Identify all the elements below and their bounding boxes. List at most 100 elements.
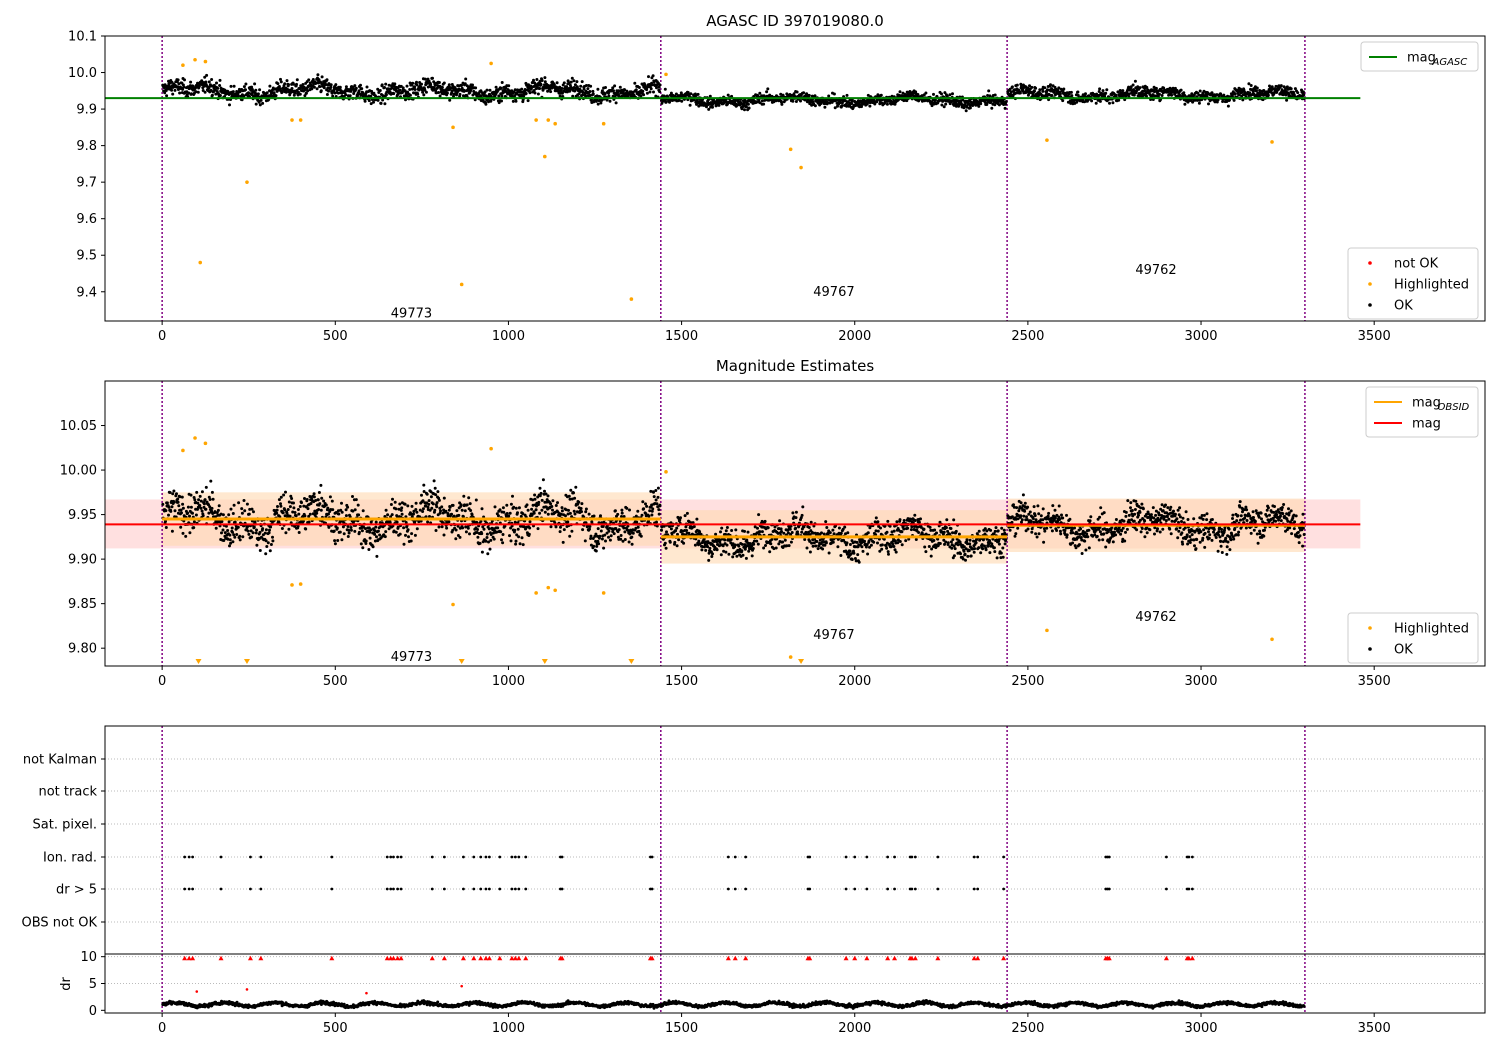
ok-point	[356, 503, 360, 507]
ok-point	[287, 527, 291, 531]
ok-point	[168, 491, 172, 494]
ok-point	[850, 102, 854, 105]
ok-point	[596, 102, 600, 106]
ok-point	[392, 92, 396, 96]
ok-point	[791, 99, 795, 103]
ok-point	[623, 530, 627, 534]
ok-point	[216, 508, 220, 512]
ok-point	[554, 525, 558, 529]
ok-point	[654, 489, 658, 492]
ok-point	[442, 496, 446, 500]
ok-point	[303, 514, 307, 518]
ok-point	[191, 84, 195, 88]
ok-point	[284, 90, 288, 94]
ok-point	[431, 76, 434, 80]
ok-point	[494, 85, 498, 89]
ok-point	[1033, 89, 1036, 93]
ok-point	[298, 505, 302, 508]
ok-point	[349, 526, 353, 529]
ok-point	[741, 553, 745, 557]
ok-point	[384, 93, 388, 97]
ok-point	[283, 82, 287, 86]
ok-point	[876, 529, 880, 533]
ok-point	[268, 528, 271, 532]
ok-point	[1069, 90, 1073, 94]
ok-point	[1216, 98, 1220, 102]
ok-point	[199, 506, 203, 510]
ok-point	[580, 80, 584, 84]
ok-point	[233, 535, 237, 539]
ok-point	[604, 86, 607, 89]
ok-point	[1057, 86, 1061, 90]
highlighted-point	[290, 118, 294, 122]
ok-point	[301, 83, 305, 86]
ok-point	[218, 94, 222, 97]
ok-point	[810, 541, 814, 545]
ok-point	[208, 498, 212, 501]
ok-point	[227, 513, 231, 517]
ok-point	[347, 528, 351, 532]
ok-point	[711, 105, 714, 109]
highlighted-point	[193, 57, 197, 62]
ok-point	[733, 543, 737, 547]
ok-point	[319, 89, 323, 93]
ok-point	[549, 525, 553, 529]
ok-point	[501, 541, 505, 545]
ok-point	[408, 93, 412, 97]
ok-point	[254, 102, 258, 106]
ok-point	[637, 529, 641, 533]
ok-point	[731, 555, 735, 559]
ok-point	[305, 498, 309, 501]
ok-point	[940, 92, 943, 96]
ok-point	[827, 551, 831, 555]
ok-point	[714, 532, 718, 536]
ok-point	[549, 90, 553, 94]
ok-point	[208, 505, 212, 509]
ok-point	[450, 512, 454, 516]
ok-point	[800, 530, 804, 534]
ok-point	[658, 83, 662, 87]
ok-point	[707, 107, 711, 111]
ok-point	[611, 86, 615, 90]
ok-point	[1258, 89, 1262, 92]
ok-point	[264, 552, 268, 556]
ok-point	[788, 527, 792, 531]
ok-point	[1143, 89, 1147, 93]
ok-point	[948, 93, 952, 97]
ok-point	[779, 527, 783, 531]
ok-point	[517, 535, 521, 539]
ok-point	[204, 485, 208, 489]
ok-point	[1237, 93, 1241, 97]
ok-point	[886, 550, 890, 554]
ok-point	[1045, 88, 1049, 92]
ok-point	[176, 500, 180, 504]
ok-point	[828, 531, 832, 535]
ok-point	[968, 106, 972, 110]
ok-point	[303, 94, 307, 98]
ok-point	[438, 94, 442, 98]
ok-point	[794, 100, 798, 103]
ok-point	[210, 78, 214, 81]
highlighted-point	[245, 180, 249, 184]
ok-point	[402, 542, 406, 546]
ok-point	[734, 528, 738, 532]
ok-point	[437, 91, 441, 94]
ok-point	[809, 520, 813, 524]
ok-point	[181, 531, 185, 535]
ok-point	[429, 82, 433, 86]
ok-point	[577, 500, 581, 504]
ok-point	[1111, 101, 1115, 105]
ok-point	[567, 494, 571, 498]
ok-point	[417, 88, 421, 92]
ok-point	[374, 525, 378, 529]
ok-point	[320, 496, 324, 500]
ok-point	[263, 531, 267, 535]
ok-point	[306, 89, 310, 93]
ok-point	[317, 78, 321, 82]
ok-point	[509, 539, 513, 543]
ok-point	[512, 505, 516, 509]
ok-point	[353, 529, 357, 533]
ok-point	[403, 89, 407, 93]
ok-point	[660, 528, 663, 532]
ok-point	[413, 85, 417, 89]
